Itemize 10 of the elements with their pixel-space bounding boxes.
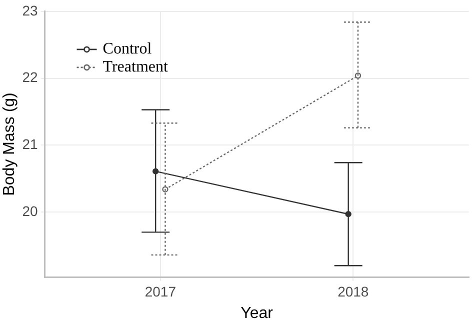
y-tick-label: 23 bbox=[22, 2, 38, 18]
y-tick-label: 20 bbox=[22, 202, 38, 219]
legend-label: Treatment bbox=[102, 58, 169, 76]
x-tick-label: 2017 bbox=[144, 283, 176, 300]
y-tick-label: 22 bbox=[22, 69, 38, 86]
x-axis-title: Year bbox=[240, 304, 274, 322]
y-axis-title: Body Mass (g) bbox=[1, 92, 18, 196]
legend-label: Control bbox=[102, 40, 152, 58]
x-tick-label: 2018 bbox=[338, 283, 369, 300]
y-tick-label: 21 bbox=[22, 136, 38, 152]
